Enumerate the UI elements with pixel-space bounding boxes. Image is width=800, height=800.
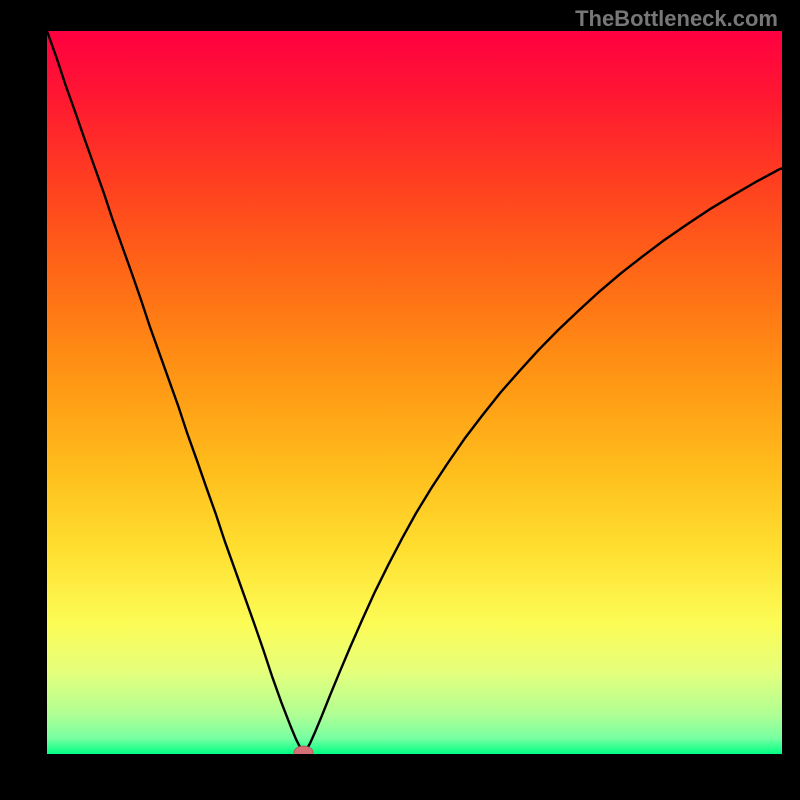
chart-container: TheBottleneck.com: [0, 0, 800, 800]
bottleneck-curve-chart: [47, 31, 782, 754]
watermark-label: TheBottleneck.com: [575, 6, 778, 32]
chart-background-gradient: [47, 31, 782, 754]
